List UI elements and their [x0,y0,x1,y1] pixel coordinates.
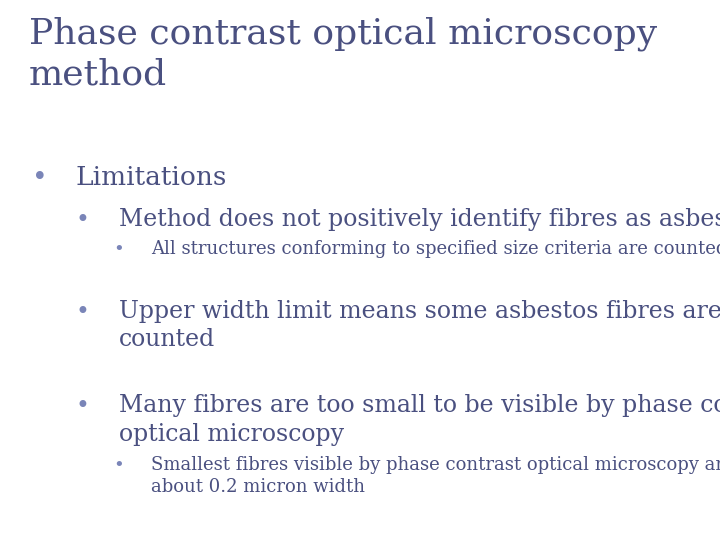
Text: •: • [114,240,124,258]
Text: •: • [32,165,48,191]
Text: •: • [114,456,124,474]
Text: Upper width limit means some asbestos fibres are not
counted: Upper width limit means some asbestos fi… [119,300,720,351]
Text: Phase contrast optical microscopy
method: Phase contrast optical microscopy method [29,16,657,91]
Text: All structures conforming to specified size criteria are counted: All structures conforming to specified s… [151,240,720,258]
Text: Many fibres are too small to be visible by phase contrast
optical microscopy: Many fibres are too small to be visible … [119,394,720,446]
Text: •: • [76,300,90,323]
Text: •: • [76,208,90,232]
Text: Limitations: Limitations [76,165,227,190]
Text: Method does not positively identify fibres as asbestos: Method does not positively identify fibr… [119,208,720,231]
Text: Smallest fibres visible by phase contrast optical microscopy are
about 0.2 micro: Smallest fibres visible by phase contras… [151,456,720,496]
Text: •: • [76,394,90,418]
